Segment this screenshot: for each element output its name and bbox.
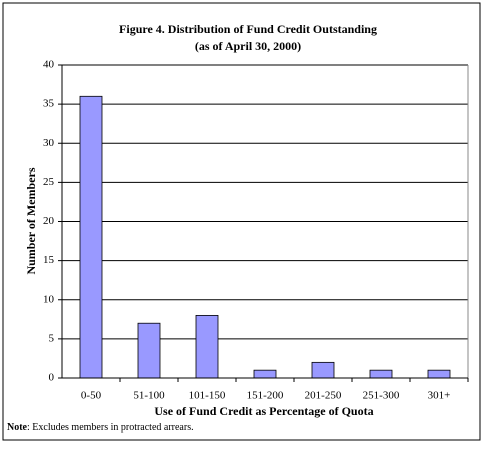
y-tick-label: 40 [43, 59, 55, 71]
x-tick-label: 0-50 [81, 390, 102, 402]
x-tick-label: 251-300 [363, 390, 400, 402]
bar [427, 369, 451, 379]
note: Note: Excludes members in protracted arr… [7, 422, 194, 433]
y-tick-label: 25 [43, 176, 55, 188]
y-tick-label: 20 [43, 215, 55, 227]
x-tick-label: 201-250 [305, 390, 342, 402]
note-label: Note [7, 422, 28, 433]
y-tick-label: 35 [43, 98, 55, 110]
x-tick-label: 101-150 [189, 390, 226, 402]
x-tick-label: 151-200 [247, 390, 284, 402]
chart-subtitle: (as of April 30, 2000) [195, 39, 301, 53]
y-tick-label: 0 [49, 372, 55, 384]
y-tick-label: 15 [43, 254, 55, 266]
y-tick-label: 10 [43, 293, 55, 305]
chart-title: Figure 4. Distribution of Fund Credit Ou… [119, 22, 377, 36]
bar [79, 95, 103, 379]
y-axis-label: Number of Members [24, 167, 38, 274]
x-tick-label: 301+ [428, 390, 451, 402]
bar [253, 369, 277, 379]
x-tick-label: 51-100 [133, 390, 165, 402]
note-text: : Excludes members in protracted arrears… [27, 422, 194, 433]
y-tick-label: 30 [43, 137, 55, 149]
x-axis-label: Use of Fund Credit as Percentage of Quot… [154, 404, 373, 418]
bar [195, 314, 219, 379]
bar [369, 369, 393, 379]
y-tick-label: 5 [49, 332, 55, 344]
bar [137, 322, 161, 379]
bar [311, 361, 335, 379]
